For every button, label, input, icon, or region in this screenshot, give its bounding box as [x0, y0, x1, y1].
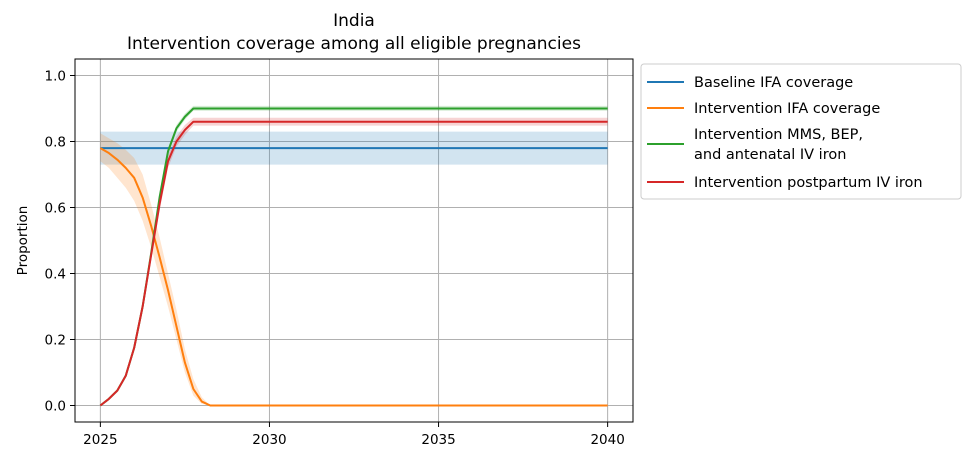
legend-label-intervention-mms-bep-and-antenatal-iv-iron: Intervention MMS, BEP, and antenatal IV i…: [694, 127, 863, 163]
y-tick-label: 0.8: [45, 135, 66, 151]
y-axis-label: Proportion: [15, 206, 31, 276]
intervention-postpartum-iv-iron-series: [99, 120, 608, 407]
legend-label-line: Baseline IFA coverage: [694, 75, 853, 91]
x-tick-label: 2040: [590, 432, 624, 448]
x-tick-label: 2035: [421, 432, 455, 448]
legend-label-line: and antenatal IV iron: [694, 147, 846, 163]
legend: Baseline IFA coverage Intervention IFA co…: [640, 63, 962, 200]
legend-label-intervention-postpartum-iv-iron: Intervention postpartum IV iron: [694, 175, 923, 191]
legend-label-line: Intervention IFA coverage: [694, 101, 880, 117]
grid-lines: [75, 59, 633, 422]
chart-subtitle: Intervention coverage among all eligible…: [127, 34, 581, 54]
y-tick-label: 0.0: [45, 399, 66, 415]
x-tick-label: 2025: [83, 432, 117, 448]
plot-area-frame: [74, 58, 634, 423]
y-axis: 0.0 0.2 0.4 0.6 0.8 1.0: [45, 69, 75, 415]
y-tick-label: 0.2: [45, 333, 66, 349]
legend-label-line: Intervention postpartum IV iron: [694, 175, 923, 191]
intervention-ifa-coverage-series: [99, 147, 608, 407]
legend-label-line: Intervention MMS, BEP,: [694, 127, 863, 143]
series-lines: [99, 107, 608, 407]
legend-frame: [640, 63, 962, 200]
x-axis: 2025 2030 2035 2040: [83, 422, 625, 448]
legend-label-intervention-ifa-coverage: Intervention IFA coverage: [694, 101, 880, 117]
y-tick-label: 0.6: [45, 201, 66, 217]
legend-label-baseline-ifa-coverage: Baseline IFA coverage: [694, 75, 853, 91]
chart-title: India: [333, 11, 375, 31]
intervention-postpartum-iv-iron-line: [99, 120, 608, 407]
y-tick-label: 1.0: [45, 69, 66, 85]
intervention-ifa-coverage-line: [99, 147, 608, 407]
x-tick-label: 2030: [252, 432, 286, 448]
y-tick-label: 0.4: [45, 267, 66, 283]
